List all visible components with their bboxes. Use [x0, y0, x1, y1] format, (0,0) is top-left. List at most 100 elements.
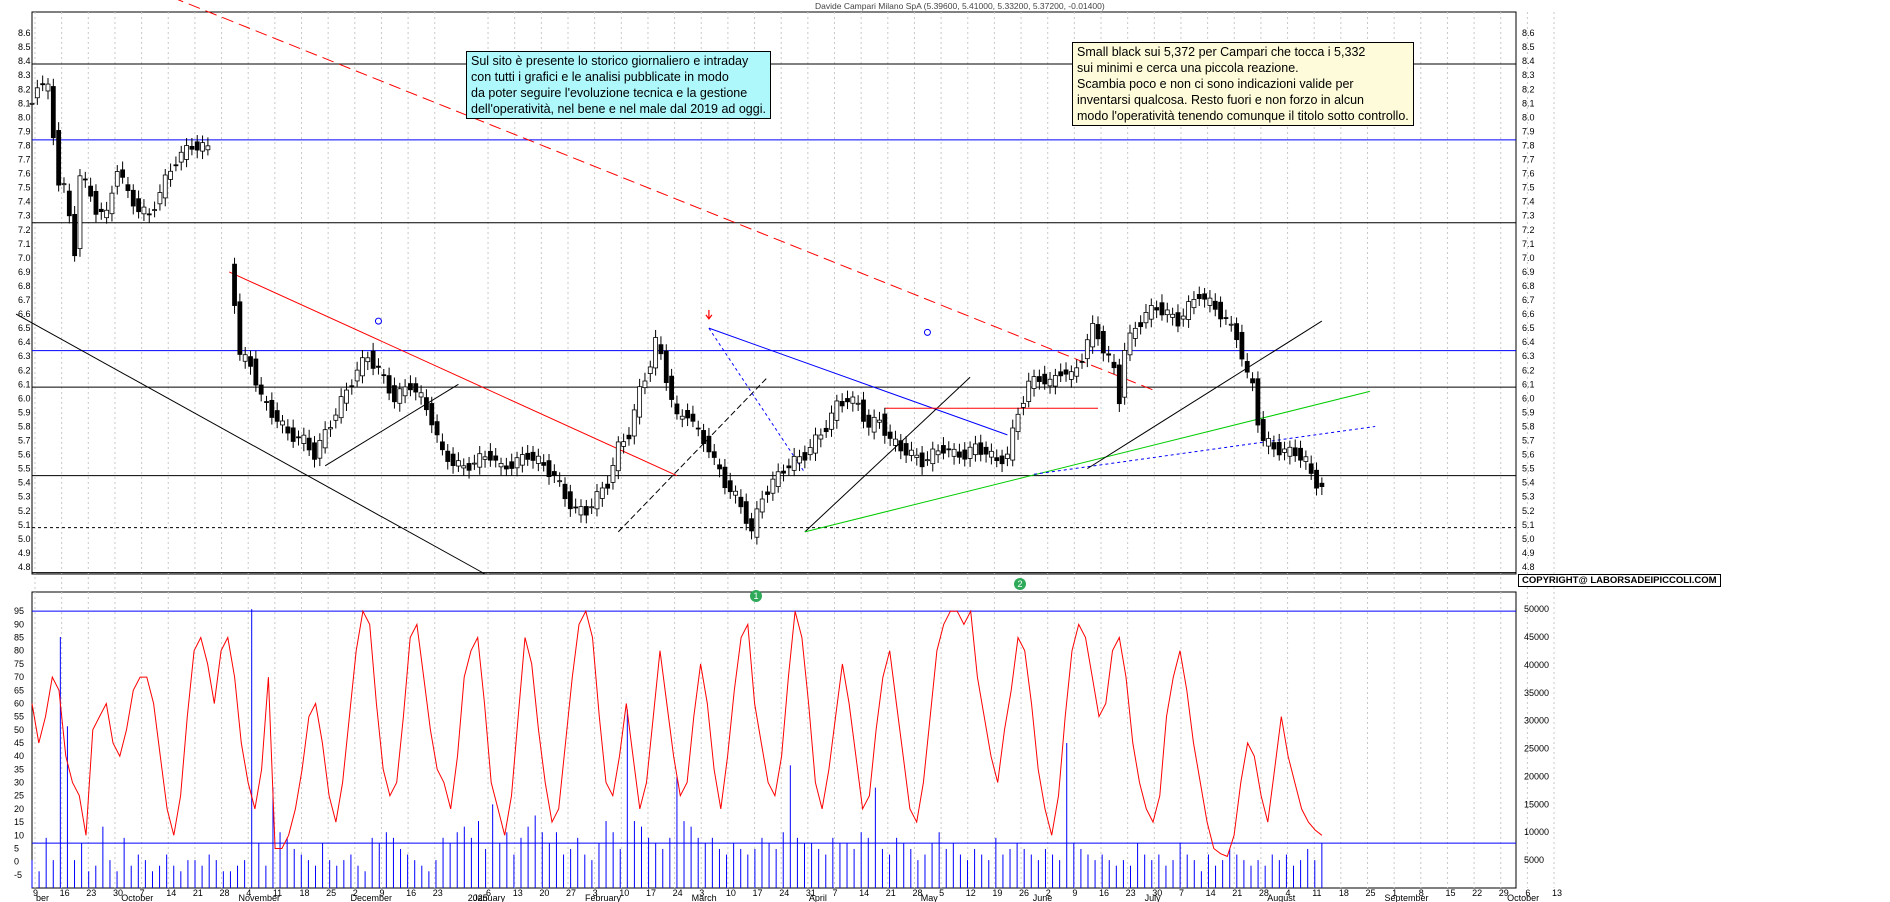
candle-body [813, 434, 818, 454]
candle-body [1244, 361, 1250, 373]
note-left-line: dell'operatività, nel bene e nel male da… [471, 102, 766, 116]
price-tick-label-right: 5.4 [1522, 478, 1535, 488]
volume-tick-label: 25000 [1524, 744, 1549, 754]
candle-body [679, 415, 685, 420]
x-tick-label: 7 [833, 888, 838, 898]
candle-body [514, 457, 520, 469]
price-tick-label-right: 6.8 [1522, 281, 1535, 291]
x-tick-label: 16 [1099, 888, 1109, 898]
oscillator-tick-label: 35 [14, 764, 24, 774]
candle-body [1058, 371, 1064, 377]
trend-line-red [229, 271, 678, 477]
candle-body [711, 451, 717, 458]
candle-body [338, 396, 344, 419]
x-tick-label: 9 [33, 888, 38, 898]
volume-tick-label: 10000 [1524, 827, 1549, 837]
x-tick-label: 28 [220, 888, 230, 898]
candle-body [285, 426, 291, 434]
price-tick-label-right: 8.1 [1522, 98, 1535, 108]
note-right-line: Scambia poco e non ci sono indicazioni v… [1077, 77, 1354, 91]
x-tick-label: 14 [166, 888, 176, 898]
month-label: December [350, 893, 392, 902]
x-tick-label: 14 [1206, 888, 1216, 898]
volume-tick-label: 20000 [1524, 771, 1549, 781]
candle-body [786, 465, 792, 469]
candle-body [791, 455, 797, 471]
candle-body [1260, 419, 1266, 441]
candle-body [973, 443, 978, 456]
candle-body [1090, 323, 1096, 348]
candle-body [882, 413, 888, 436]
price-tick-label-right: 7.6 [1522, 169, 1535, 179]
candle-body [370, 350, 376, 369]
candle-body [360, 357, 365, 377]
x-tick-label: 10 [726, 888, 736, 898]
month-label: ber [36, 893, 49, 902]
oscillator-tick-label: 20 [14, 804, 24, 814]
candle-body [1132, 327, 1138, 339]
price-tick-label-left: 6.4 [18, 337, 31, 347]
candle-body [173, 164, 179, 167]
x-tick-label: 21 [193, 888, 203, 898]
candle-body [983, 446, 989, 455]
candle-body [743, 501, 749, 524]
price-tick-label-right: 7.7 [1522, 155, 1535, 165]
candle-body [850, 396, 856, 404]
candle-body [40, 83, 46, 86]
trend-line-black-3 [1087, 320, 1323, 470]
x-tick-label: 16 [60, 888, 70, 898]
price-tick-label-right: 4.8 [1522, 562, 1535, 572]
candle-body [1196, 294, 1202, 300]
candle-body [1020, 402, 1026, 408]
price-tick-label-right: 6.0 [1522, 393, 1535, 403]
candle-body [109, 192, 115, 215]
x-tick-label: 19 [992, 888, 1002, 898]
x-tick-label: 24 [673, 888, 683, 898]
price-tick-label-left: 5.1 [18, 520, 31, 530]
candle-body [1218, 301, 1223, 320]
x-tick-label: 8 [1419, 888, 1424, 898]
candle-body [845, 398, 850, 403]
candle-body [567, 491, 573, 510]
candle-body [82, 178, 88, 181]
candle-body [637, 386, 643, 418]
x-tick-label: 27 [566, 888, 576, 898]
candle-body [706, 435, 712, 453]
candle-body [354, 369, 360, 382]
x-tick-label: 7 [1179, 888, 1184, 898]
x-tick-label: 18 [1339, 888, 1349, 898]
x-tick-label: 11 [1312, 888, 1321, 898]
volume-tick-label: 40000 [1524, 660, 1549, 670]
month-label: April [809, 893, 827, 902]
price-tick-label-left: 6.8 [18, 281, 31, 291]
candle-body [1127, 332, 1133, 356]
candle-body [232, 263, 237, 306]
price-tick-label-right: 5.3 [1522, 492, 1535, 502]
candle-body [29, 102, 35, 105]
candle-body [450, 453, 456, 466]
month-label: May [921, 893, 939, 902]
x-tick-label: 25 [326, 888, 336, 898]
candle-body [56, 130, 62, 186]
candle-body [994, 457, 1000, 462]
candle-body [1255, 378, 1261, 426]
price-tick-label-right: 5.7 [1522, 436, 1535, 446]
candle-body [658, 344, 664, 355]
oscillator-tick-label: 15 [14, 817, 24, 827]
month-label: 2025 [468, 893, 488, 902]
month-label: November [239, 893, 281, 902]
candle-body [839, 401, 845, 407]
x-tick-label: 16 [406, 888, 416, 898]
candle-body [146, 213, 152, 216]
price-tick-label-left: 4.9 [18, 548, 31, 558]
candle-body [1319, 482, 1325, 488]
price-tick-label-left: 7.3 [18, 211, 31, 221]
candle-body [583, 506, 589, 516]
candle-body [471, 462, 477, 465]
price-tick-label-left: 6.9 [18, 267, 31, 277]
x-tick-label: 17 [646, 888, 656, 898]
price-tick-label-left: 7.6 [18, 169, 31, 179]
marker-1: 1 [750, 590, 762, 602]
candle-body [829, 412, 834, 430]
x-tick-label: 30 [1152, 888, 1162, 898]
